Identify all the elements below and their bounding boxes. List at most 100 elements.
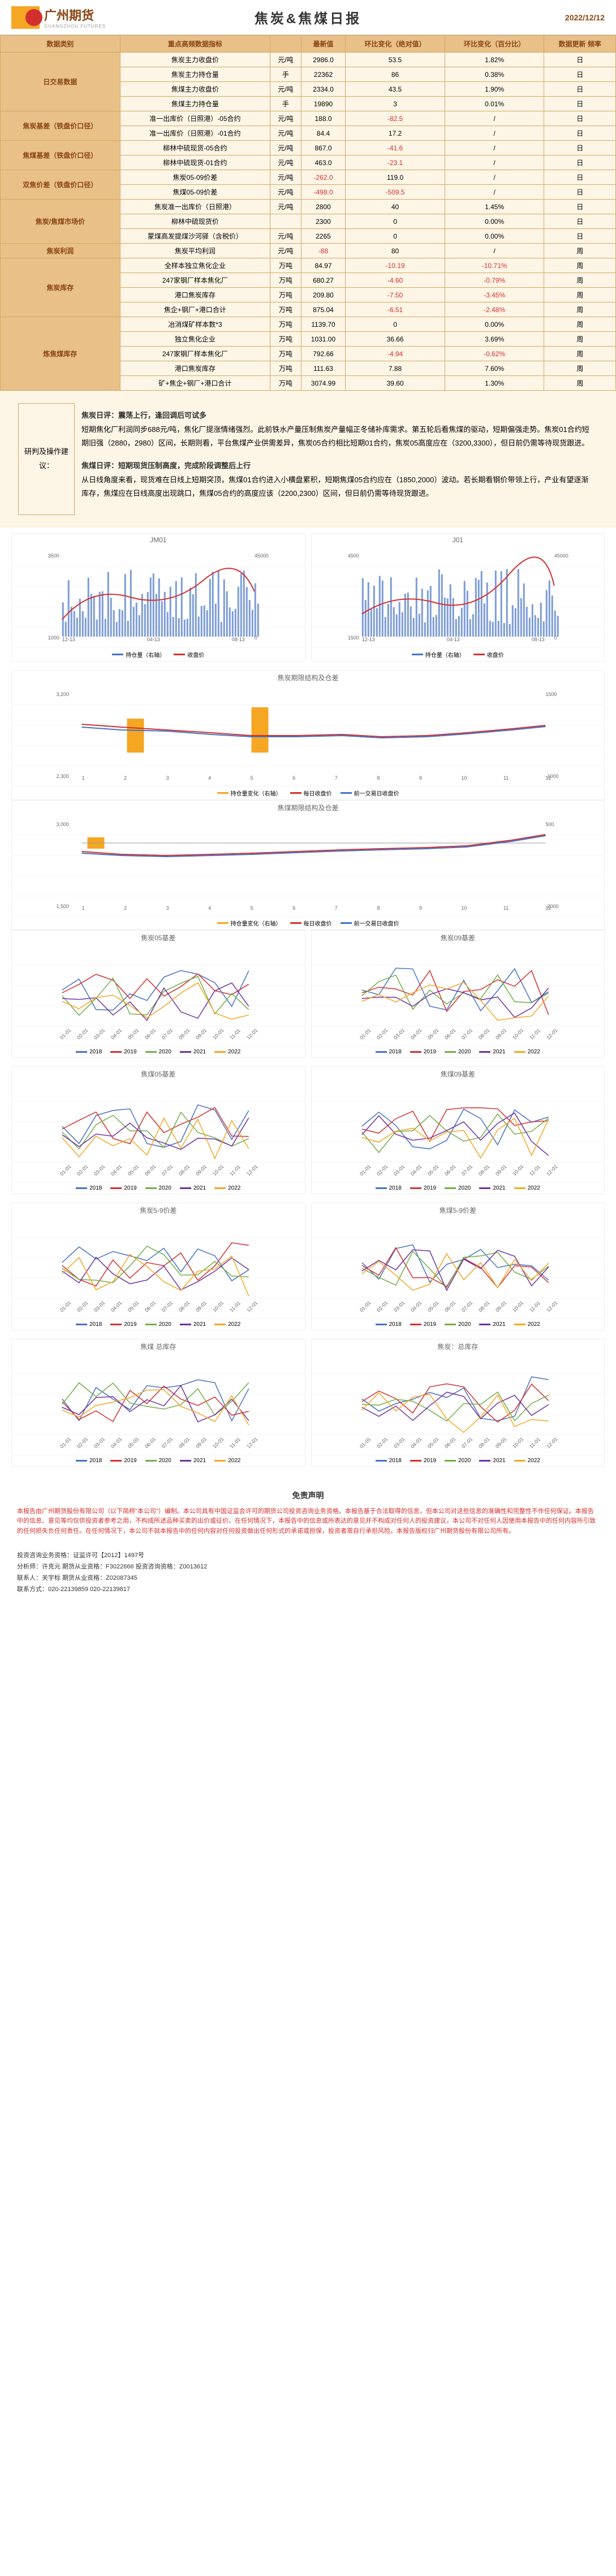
svg-text:07-01: 07-01 <box>460 1300 473 1313</box>
table-cell: 43.5 <box>346 82 445 97</box>
table-cell: -23.1 <box>346 155 445 170</box>
legend-item: 2020 <box>445 1049 471 1055</box>
svg-text:5: 5 <box>251 775 253 781</box>
legend-item: 2018 <box>376 1049 402 1055</box>
table-header: 环比变化（百分比） <box>445 36 544 53</box>
table-cell: 0 <box>346 229 445 244</box>
chart-basis: 焦煤05基差01-0102-0103-0104-0105-0106-0107-0… <box>11 1066 305 1194</box>
table-cell: 247家钢厂样本焦化厂 <box>120 347 270 361</box>
logo: 广州期货 GUANGZHOU FUTURES <box>11 6 106 29</box>
svg-text:11-01: 11-01 <box>229 1164 242 1177</box>
table-cell: 焦煤主力持仓量 <box>120 97 270 111</box>
table-cell: 39.60 <box>346 376 445 391</box>
svg-text:12-01: 12-01 <box>545 1164 558 1177</box>
legend-item: 前一交易日收盘价 <box>341 789 399 797</box>
table-cell: 元/吨 <box>270 126 301 141</box>
svg-text:03-01: 03-01 <box>93 1436 106 1449</box>
table-cell: 0.38% <box>445 67 544 82</box>
table-cell: 19890 <box>301 97 346 111</box>
svg-text:8: 8 <box>377 905 380 911</box>
chart-jm01: JM01 35001000 450000 12-1304-1308-13 持仓量… <box>11 533 305 662</box>
svg-text:4: 4 <box>208 905 211 911</box>
analysis-block-title: 焦煤日评：短期现货压制高度，完成阶段调整后上行 <box>81 459 592 473</box>
table-cell: 周 <box>544 273 616 288</box>
svg-text:02-01: 02-01 <box>376 1436 389 1449</box>
table-cell: 188.0 <box>301 111 346 126</box>
svg-text:09-01: 09-01 <box>494 1300 507 1313</box>
svg-text:6: 6 <box>292 905 295 911</box>
disclaimer-title: 免责声明 <box>17 1489 599 1502</box>
chart-basis: 焦煤 总库存01-0102-0103-0104-0105-0106-0107-0… <box>11 1339 305 1467</box>
chart-basis: 焦煤09基差01-0102-0103-0104-0105-0106-0107-0… <box>311 1066 605 1194</box>
svg-text:05-01: 05-01 <box>127 1300 140 1313</box>
table-cell: 港口焦炭库存 <box>120 361 270 376</box>
svg-text:5: 5 <box>251 905 253 911</box>
svg-text:08-01: 08-01 <box>178 1027 191 1040</box>
svg-text:10-01: 10-01 <box>511 1436 524 1449</box>
svg-text:08-13: 08-13 <box>531 637 544 642</box>
svg-text:07-01: 07-01 <box>460 1027 473 1040</box>
table-cell: 焦炭准一出库价（日照港） <box>120 200 270 214</box>
table-cell: 周 <box>544 361 616 376</box>
legend-item: 2018 <box>76 1321 102 1328</box>
legend-item: 收盘价 <box>473 650 504 659</box>
svg-text:10-01: 10-01 <box>212 1436 225 1449</box>
table-cell: 元/吨 <box>270 185 301 200</box>
table-cell: 焦企+钢厂+港口合计 <box>120 302 270 317</box>
table-cell: 2300 <box>301 214 346 229</box>
svg-text:09-01: 09-01 <box>195 1436 208 1449</box>
svg-text:10-01: 10-01 <box>511 1164 524 1177</box>
svg-text:12: 12 <box>546 905 552 911</box>
chart-svg: 3,2002,300 1500-1000 123456789101112 <box>18 690 598 781</box>
table-cell: / <box>445 126 544 141</box>
svg-text:09-01: 09-01 <box>195 1027 208 1040</box>
chart-svg: 45001500 450000 12-1304-1308-13 <box>317 552 599 642</box>
svg-text:09-01: 09-01 <box>195 1164 208 1177</box>
svg-text:08-01: 08-01 <box>178 1436 191 1449</box>
svg-text:12-13: 12-13 <box>361 637 374 642</box>
table-cell: 日 <box>544 53 616 67</box>
svg-text:10-01: 10-01 <box>212 1027 225 1040</box>
svg-text:12-01: 12-01 <box>245 1027 259 1040</box>
footer-line: 联系方式：020-22139859 020-22139817 <box>17 1584 599 1596</box>
svg-text:03-01: 03-01 <box>93 1164 106 1177</box>
table-cell: 80 <box>346 244 445 258</box>
chart-title: 焦炭09基差 <box>312 931 605 945</box>
table-cell: 焦炭主力收盘价 <box>120 53 270 67</box>
svg-text:07-01: 07-01 <box>161 1436 174 1449</box>
chart-title: JM01 <box>12 534 305 546</box>
table-cell: 1.90% <box>445 82 544 97</box>
svg-text:07-01: 07-01 <box>161 1164 174 1177</box>
svg-text:03-01: 03-01 <box>393 1436 406 1449</box>
legend-item: 2020 <box>445 1321 471 1328</box>
table-cell: 元/吨 <box>270 82 301 97</box>
table-cell: -10.19 <box>346 258 445 273</box>
svg-text:06-01: 06-01 <box>443 1027 456 1040</box>
legend-item: 2022 <box>214 1185 240 1191</box>
chart-title: 焦煤5-9价差 <box>312 1203 605 1217</box>
chart-title: 焦煤09基差 <box>312 1067 605 1081</box>
svg-text:4: 4 <box>208 775 211 781</box>
analysis-block-title: 焦炭日评：震荡上行，逢回调后可试多 <box>81 409 592 423</box>
svg-text:01-01: 01-01 <box>59 1164 72 1177</box>
table-cell: 119.0 <box>346 170 445 185</box>
svg-text:12-01: 12-01 <box>545 1027 558 1040</box>
svg-text:01-01: 01-01 <box>59 1300 72 1313</box>
table-cell: 万吨 <box>270 288 301 302</box>
legend-item: 2021 <box>479 1321 505 1328</box>
table-cell: 万吨 <box>270 258 301 273</box>
svg-text:05-01: 05-01 <box>127 1027 140 1040</box>
svg-text:7: 7 <box>335 905 338 911</box>
legend-item: 2021 <box>180 1458 206 1464</box>
table-cell: -4.94 <box>346 347 445 361</box>
table-cell: / <box>445 141 544 155</box>
table-cell: 独立焦化企业 <box>120 332 270 347</box>
table-category: 双焦价差（铁盘价口径） <box>1 170 120 200</box>
chart-title: 焦煤05基差 <box>12 1067 305 1081</box>
svg-text:02-01: 02-01 <box>76 1027 89 1040</box>
table-cell: 周 <box>544 244 616 258</box>
svg-text:8: 8 <box>377 775 380 781</box>
table-cell: 万吨 <box>270 361 301 376</box>
page-header: 广州期货 GUANGZHOU FUTURES 焦炭&焦煤日报 2022/12/1… <box>0 0 616 35</box>
chart-basis: 焦煤5-9价差01-0102-0103-0104-0105-0106-0107-… <box>311 1203 605 1330</box>
